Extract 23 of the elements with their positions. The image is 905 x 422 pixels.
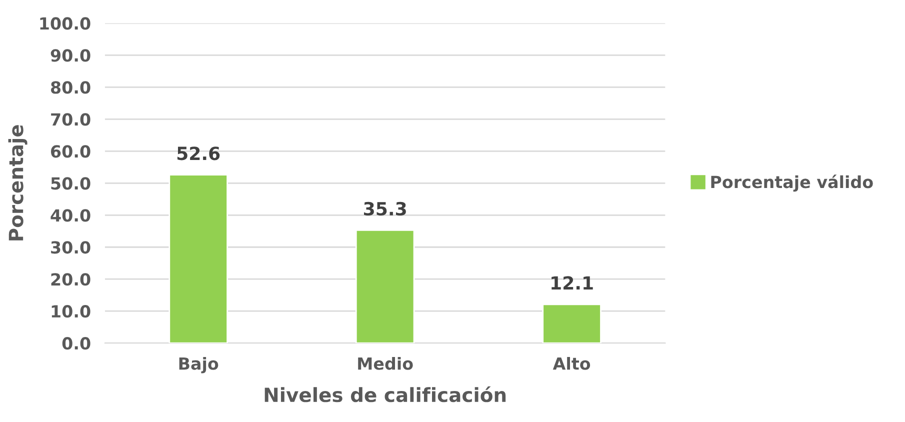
legend-label: Porcentaje válido: [711, 174, 873, 192]
bar: [542, 304, 602, 344]
x-tick-label: Bajo: [179, 356, 218, 374]
bar: [355, 229, 415, 344]
y-tick-label: 80.0: [50, 81, 90, 94]
y-tick-label: 60.0: [51, 145, 90, 158]
y-tick-label: 50.0: [51, 177, 90, 190]
y-tick-label: 100.0: [40, 17, 90, 30]
bar: [168, 174, 228, 344]
y-tick-label: 70.0: [51, 113, 90, 126]
y-tick-label: 20.0: [51, 273, 90, 286]
data-label: 35.3: [364, 202, 406, 216]
data-label: 12.1: [552, 276, 593, 290]
x-axis-title: Niveles de calificación: [264, 386, 506, 402]
y-tick-label: 30.0: [51, 241, 90, 254]
y-axis-title: Porcentaje: [8, 125, 28, 240]
x-tick-label: Medio: [358, 356, 413, 370]
y-tick-label: 10.0: [52, 305, 90, 318]
y-tick-label: 90.0: [50, 49, 90, 62]
y-tick-label: 40.0: [50, 209, 90, 222]
x-tick-label: Alto: [552, 356, 590, 370]
data-label: 52.6: [177, 146, 220, 160]
y-tick-label: 0.0: [62, 337, 90, 350]
